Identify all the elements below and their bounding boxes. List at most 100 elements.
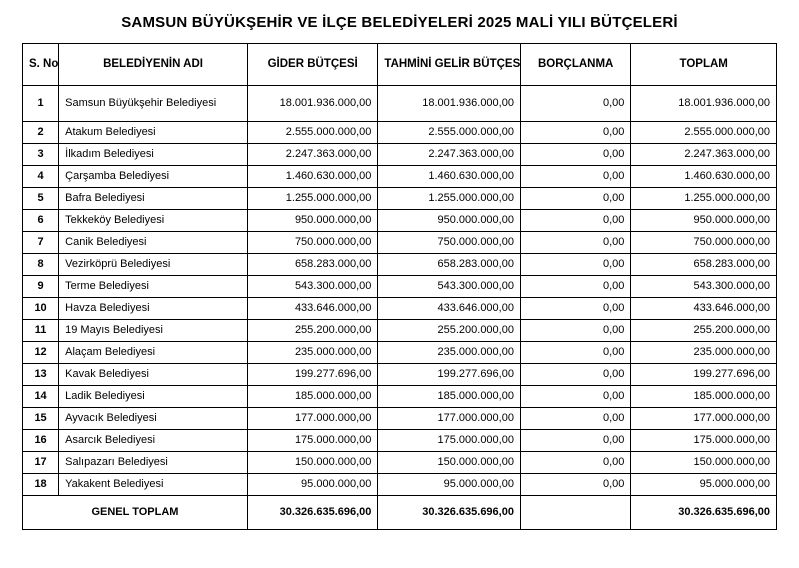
cell-borc: 0,00 [520,474,630,496]
cell-name: Ayvacık Belediyesi [59,408,248,430]
cell-gelir: 185.000.000,00 [378,386,521,408]
table-row: 1Samsun Büyükşehir Belediyesi18.001.936.… [23,86,777,122]
cell-name: Ladik Belediyesi [59,386,248,408]
cell-sno: 11 [23,320,59,342]
cell-name: Atakum Belediyesi [59,122,248,144]
cell-name: Salıpazarı Belediyesi [59,452,248,474]
cell-name: Bafra Belediyesi [59,188,248,210]
cell-gelir: 95.000.000,00 [378,474,521,496]
total-c3 [520,496,630,530]
cell-gider: 433.646.000,00 [247,298,378,320]
page: SAMSUN BÜYÜKŞEHİR VE İLÇE BELEDİYELERİ 2… [0,0,799,568]
cell-sno: 18 [23,474,59,496]
cell-sno: 10 [23,298,59,320]
cell-sno: 6 [23,210,59,232]
cell-gider: 543.300.000,00 [247,276,378,298]
cell-borc: 0,00 [520,276,630,298]
cell-borc: 0,00 [520,408,630,430]
cell-borc: 0,00 [520,298,630,320]
cell-gelir: 2.555.000.000,00 [378,122,521,144]
cell-sno: 9 [23,276,59,298]
cell-name: Vezirköprü Belediyesi [59,254,248,276]
cell-gider: 95.000.000,00 [247,474,378,496]
cell-name: Çarşamba Belediyesi [59,166,248,188]
cell-gider: 177.000.000,00 [247,408,378,430]
table-row: 4Çarşamba Belediyesi1.460.630.000,001.46… [23,166,777,188]
cell-sno: 4 [23,166,59,188]
cell-gelir: 750.000.000,00 [378,232,521,254]
cell-sno: 8 [23,254,59,276]
table-row: 14Ladik Belediyesi185.000.000,00185.000.… [23,386,777,408]
col-toplam: TOPLAM [631,44,777,86]
cell-borc: 0,00 [520,342,630,364]
cell-gider: 2.555.000.000,00 [247,122,378,144]
cell-toplam: 150.000.000,00 [631,452,777,474]
cell-sno: 1 [23,86,59,122]
cell-gider: 150.000.000,00 [247,452,378,474]
cell-toplam: 95.000.000,00 [631,474,777,496]
cell-borc: 0,00 [520,188,630,210]
cell-sno: 5 [23,188,59,210]
cell-name: Asarcık Belediyesi [59,430,248,452]
cell-toplam: 1.460.630.000,00 [631,166,777,188]
cell-gelir: 150.000.000,00 [378,452,521,474]
cell-borc: 0,00 [520,232,630,254]
table-row: 2Atakum Belediyesi2.555.000.000,002.555.… [23,122,777,144]
cell-gider: 185.000.000,00 [247,386,378,408]
col-gider: GİDER BÜTÇESİ [247,44,378,86]
cell-name: Alaçam Belediyesi [59,342,248,364]
cell-gelir: 658.283.000,00 [378,254,521,276]
table-body: 1Samsun Büyükşehir Belediyesi18.001.936.… [23,86,777,496]
page-title: SAMSUN BÜYÜKŞEHİR VE İLÇE BELEDİYELERİ 2… [22,14,777,31]
cell-gider: 199.277.696,00 [247,364,378,386]
table-row: 3İlkadım Belediyesi2.247.363.000,002.247… [23,144,777,166]
cell-toplam: 2.247.363.000,00 [631,144,777,166]
cell-borc: 0,00 [520,166,630,188]
cell-toplam: 433.646.000,00 [631,298,777,320]
cell-gelir: 175.000.000,00 [378,430,521,452]
table-row: 7Canik Belediyesi750.000.000,00750.000.0… [23,232,777,254]
cell-borc: 0,00 [520,122,630,144]
col-borc: BORÇLANMA [520,44,630,86]
cell-toplam: 1.255.000.000,00 [631,188,777,210]
cell-gelir: 199.277.696,00 [378,364,521,386]
cell-name: Havza Belediyesi [59,298,248,320]
col-sno: S. No [23,44,59,86]
cell-name: Canik Belediyesi [59,232,248,254]
cell-sno: 12 [23,342,59,364]
table-row: 18Yakakent Belediyesi95.000.000,0095.000… [23,474,777,496]
cell-toplam: 255.200.000,00 [631,320,777,342]
cell-name: Tekkeköy Belediyesi [59,210,248,232]
cell-borc: 0,00 [520,430,630,452]
cell-name: 19 Mayıs Belediyesi [59,320,248,342]
cell-toplam: 235.000.000,00 [631,342,777,364]
col-gelir: TAHMİNİ GELİR BÜTÇESİ [378,44,521,86]
cell-borc: 0,00 [520,86,630,122]
cell-borc: 0,00 [520,210,630,232]
table-row: 10Havza Belediyesi433.646.000,00433.646.… [23,298,777,320]
cell-gider: 1.460.630.000,00 [247,166,378,188]
cell-sno: 2 [23,122,59,144]
cell-gelir: 177.000.000,00 [378,408,521,430]
cell-sno: 16 [23,430,59,452]
cell-gider: 235.000.000,00 [247,342,378,364]
col-name: BELEDİYENİN ADI [59,44,248,86]
cell-toplam: 950.000.000,00 [631,210,777,232]
cell-toplam: 18.001.936.000,00 [631,86,777,122]
cell-borc: 0,00 [520,386,630,408]
total-row: GENEL TOPLAM 30.326.635.696,00 30.326.63… [23,496,777,530]
cell-gelir: 433.646.000,00 [378,298,521,320]
cell-borc: 0,00 [520,364,630,386]
table-row: 17Salıpazarı Belediyesi150.000.000,00150… [23,452,777,474]
cell-gider: 175.000.000,00 [247,430,378,452]
total-label: GENEL TOPLAM [23,496,248,530]
cell-gelir: 18.001.936.000,00 [378,86,521,122]
cell-gider: 950.000.000,00 [247,210,378,232]
cell-name: Kavak Belediyesi [59,364,248,386]
cell-gelir: 2.247.363.000,00 [378,144,521,166]
cell-toplam: 750.000.000,00 [631,232,777,254]
cell-gelir: 235.000.000,00 [378,342,521,364]
total-c2: 30.326.635.696,00 [378,496,521,530]
cell-borc: 0,00 [520,144,630,166]
table-row: 6Tekkeköy Belediyesi950.000.000,00950.00… [23,210,777,232]
